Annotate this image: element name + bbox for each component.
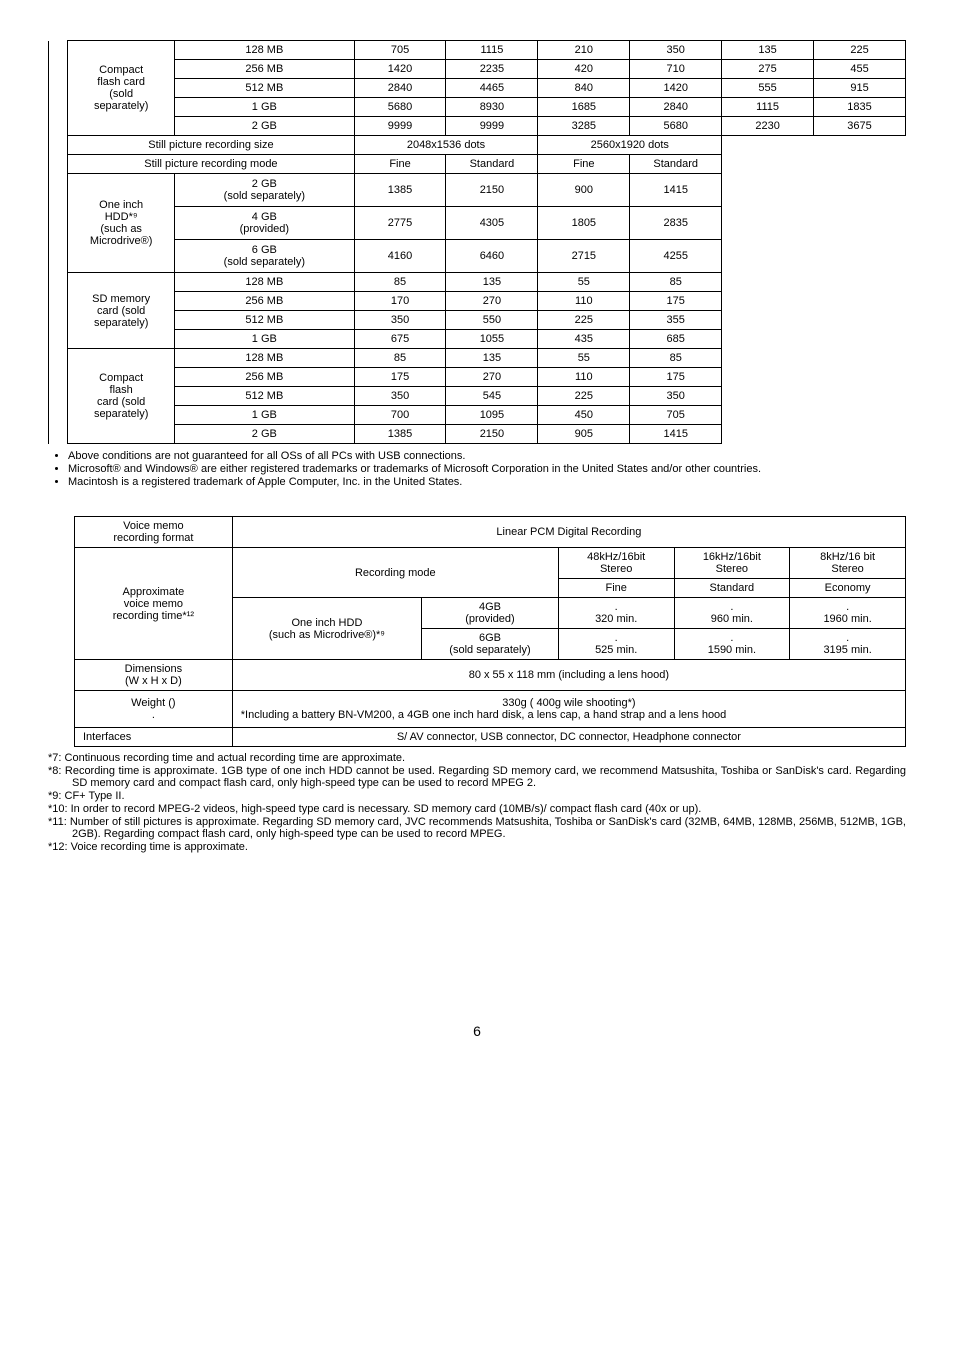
table-row: 512 MB 2840 4465 840 1420 555 915	[49, 79, 906, 98]
stub-col	[49, 41, 68, 444]
table-row: Voice memo recording format Linear PCM D…	[75, 517, 906, 548]
list-item: Above conditions are not guaranteed for …	[68, 450, 906, 462]
group-label: Compact flash card (sold separately)	[68, 41, 175, 136]
table-row: Interfaces S/ AV connector, USB connecto…	[75, 728, 906, 747]
footnote: *8: Recording time is approximate. 1GB t…	[48, 765, 906, 789]
notes-list: Above conditions are not guaranteed for …	[48, 450, 906, 488]
footnote: *7: Continuous recording time and actual…	[48, 752, 906, 764]
weight-line2: *Including a battery BN-VM200, a 4GB one…	[241, 709, 897, 721]
list-item: Microsoft® and Windows® are either regis…	[68, 463, 906, 475]
table-row: 1 GB 5680 8930 1685 2840 1115 1835	[49, 98, 906, 117]
weight-line1: 330g ( 400g wile shooting*)	[241, 697, 897, 709]
table-row: Compact flash card (sold separately) 128…	[49, 41, 906, 60]
table-row: Dimensions (W x H x D) 80 x 55 x 118 mm …	[75, 660, 906, 691]
footnote: *9: CF+ Type II.	[48, 790, 906, 802]
spec-table-2: Voice memo recording format Linear PCM D…	[74, 516, 906, 747]
table-row: Approximate voice memo recording time*¹²…	[75, 548, 906, 579]
table-row: 2 GB 9999 9999 3285 5680 2230 3675	[49, 117, 906, 136]
table-row: Weight () . 330g ( 400g wile shooting*)*…	[75, 691, 906, 728]
group-label: Compact flash card (sold separately)	[68, 349, 175, 444]
group-label: SD memory card (sold separately)	[68, 273, 175, 349]
footnote: *12: Voice recording time is approximate…	[48, 841, 906, 853]
spec-table-1: Compact flash card (sold separately) 128…	[48, 40, 906, 444]
page-number: 6	[48, 1023, 906, 1039]
list-item: Macintosh is a registered trademark of A…	[68, 476, 906, 488]
footnote: *11: Number of still pictures is approxi…	[48, 816, 906, 840]
table-row: Still picture recording size 2048x1536 d…	[49, 136, 906, 155]
table-row: 256 MB 1420 2235 420 710 275 455	[49, 60, 906, 79]
footnote: *10: In order to record MPEG-2 videos, h…	[48, 803, 906, 815]
group-label: One inch HDD*⁹ (such as Microdrive®)	[68, 174, 175, 273]
